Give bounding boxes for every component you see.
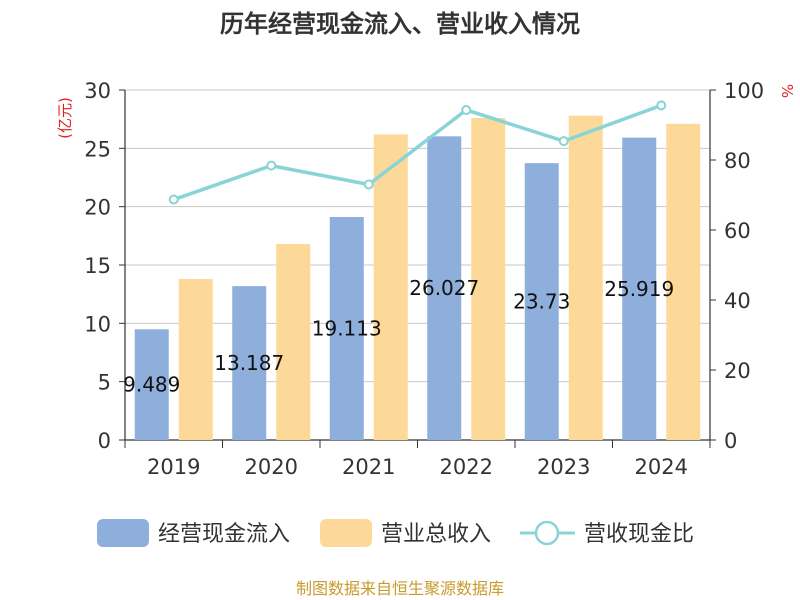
bar-data-label: 9.489 (123, 373, 180, 397)
left-axis-unit: (亿元) (56, 97, 74, 139)
chart-title: 历年经营现金流入、营业收入情况 (220, 10, 580, 38)
bar-total-revenue (471, 118, 506, 440)
legend-swatch-operating-cash-inflow (97, 519, 149, 547)
bar-operating-cash-inflow (134, 329, 169, 440)
left-tick-label: 20 (84, 196, 111, 220)
legend-swatch-marker (534, 520, 560, 546)
right-tick-label: 40 (724, 289, 751, 313)
left-tick-label: 0 (98, 429, 111, 453)
x-tick-label: 2024 (635, 455, 688, 479)
right-tick-label: 60 (724, 219, 751, 243)
right-tick-label: 20 (724, 359, 751, 383)
bar-operating-cash-inflow (232, 286, 267, 440)
data-labels: 9.489 13.187 19.113 26.027 23.73 25.919 (123, 276, 674, 396)
left-tick-label: 25 (84, 137, 111, 161)
x-tick-label: 2020 (245, 455, 298, 479)
bar-data-label: 13.187 (214, 351, 284, 375)
bar-data-label: 23.73 (513, 290, 570, 314)
bars (134, 115, 701, 441)
x-tick-label: 2021 (342, 455, 395, 479)
ratio-line-point (461, 104, 472, 115)
legend: 经营现金流入 营业总收入 营收现金比 (97, 519, 694, 547)
bar-operating-cash-inflow (622, 137, 657, 440)
legend-label-operating-cash-inflow: 经营现金流入 (158, 522, 290, 547)
ratio-line-point (168, 194, 179, 205)
left-tick-label: 15 (84, 254, 111, 278)
bar-total-revenue (373, 134, 408, 441)
x-tick-label: 2019 (147, 455, 200, 479)
ratio-line-path (173, 103, 662, 202)
bar-data-label: 26.027 (409, 276, 479, 300)
bar-total-revenue (666, 123, 701, 440)
bar-operating-cash-inflow (524, 163, 559, 440)
source-note: 制图数据来自恒生聚源数据库 (296, 579, 504, 598)
left-tick-label: 5 (98, 371, 111, 395)
legend-swatch-total-revenue (320, 519, 372, 547)
bar-data-label: 25.919 (604, 277, 674, 301)
bar-total-revenue (178, 279, 213, 440)
bar-total-revenue (568, 115, 603, 441)
axes: 0 5 10 15 20 25 30 0 20 40 60 80 100 (亿元)% 2019 2020 202… (56, 79, 796, 479)
ratio-line-point (656, 100, 667, 111)
ratio-line (168, 100, 667, 205)
bar-data-label: 19.113 (312, 317, 382, 341)
right-tick-label: 80 (724, 149, 751, 173)
legend-label-total-revenue: 营业总收入 (381, 522, 491, 547)
ratio-line-point (266, 160, 277, 171)
bar-total-revenue (276, 244, 311, 440)
ratio-line-point (558, 136, 569, 147)
left-tick-label: 10 (84, 312, 111, 336)
left-tick-label: 30 (84, 79, 111, 103)
x-tick-label: 2023 (537, 455, 590, 479)
right-tick-label: 0 (724, 429, 737, 453)
right-tick-label: 100 (724, 79, 764, 103)
legend-label-ratio: 营收现金比 (584, 522, 694, 547)
bar-operating-cash-inflow (427, 136, 462, 440)
bar-operating-cash-inflow (329, 217, 364, 440)
ratio-line-point (363, 179, 374, 190)
right-axis-unit: % (778, 84, 796, 98)
x-tick-label: 2022 (440, 455, 493, 479)
